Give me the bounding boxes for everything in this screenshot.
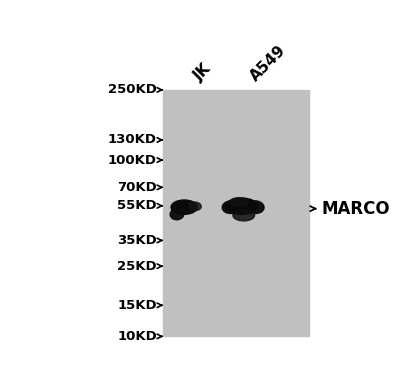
Text: 100KD: 100KD <box>108 154 157 166</box>
Text: 250KD: 250KD <box>108 83 157 96</box>
Ellipse shape <box>222 201 239 213</box>
Ellipse shape <box>247 201 264 213</box>
Text: 70KD: 70KD <box>117 181 157 194</box>
Text: JK: JK <box>191 61 214 84</box>
Text: 35KD: 35KD <box>117 234 157 247</box>
Ellipse shape <box>233 210 255 221</box>
Text: 55KD: 55KD <box>117 199 157 212</box>
Text: 10KD: 10KD <box>117 330 157 343</box>
Text: A549: A549 <box>248 42 289 84</box>
Ellipse shape <box>189 202 201 210</box>
Text: 25KD: 25KD <box>117 260 157 273</box>
Ellipse shape <box>230 197 248 206</box>
Text: 130KD: 130KD <box>108 133 157 146</box>
Text: 15KD: 15KD <box>117 299 157 312</box>
Bar <box>163 90 309 336</box>
Text: MARCO: MARCO <box>321 200 390 218</box>
Ellipse shape <box>225 198 258 215</box>
Ellipse shape <box>171 200 198 214</box>
Ellipse shape <box>170 208 184 220</box>
